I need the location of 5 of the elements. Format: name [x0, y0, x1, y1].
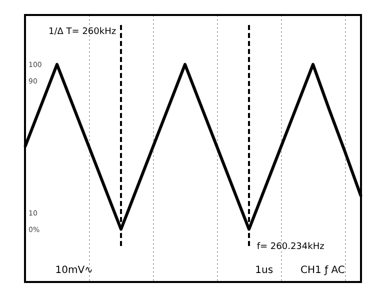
annotation: 10mV∿: [55, 265, 93, 276]
annotation: 1/Δ T= 260kHz: [48, 27, 116, 37]
annotation: CH1 ƒ AC: [300, 265, 345, 276]
annotation: f= 260.234kHz: [256, 242, 325, 252]
annotation: 1us: [255, 265, 274, 276]
